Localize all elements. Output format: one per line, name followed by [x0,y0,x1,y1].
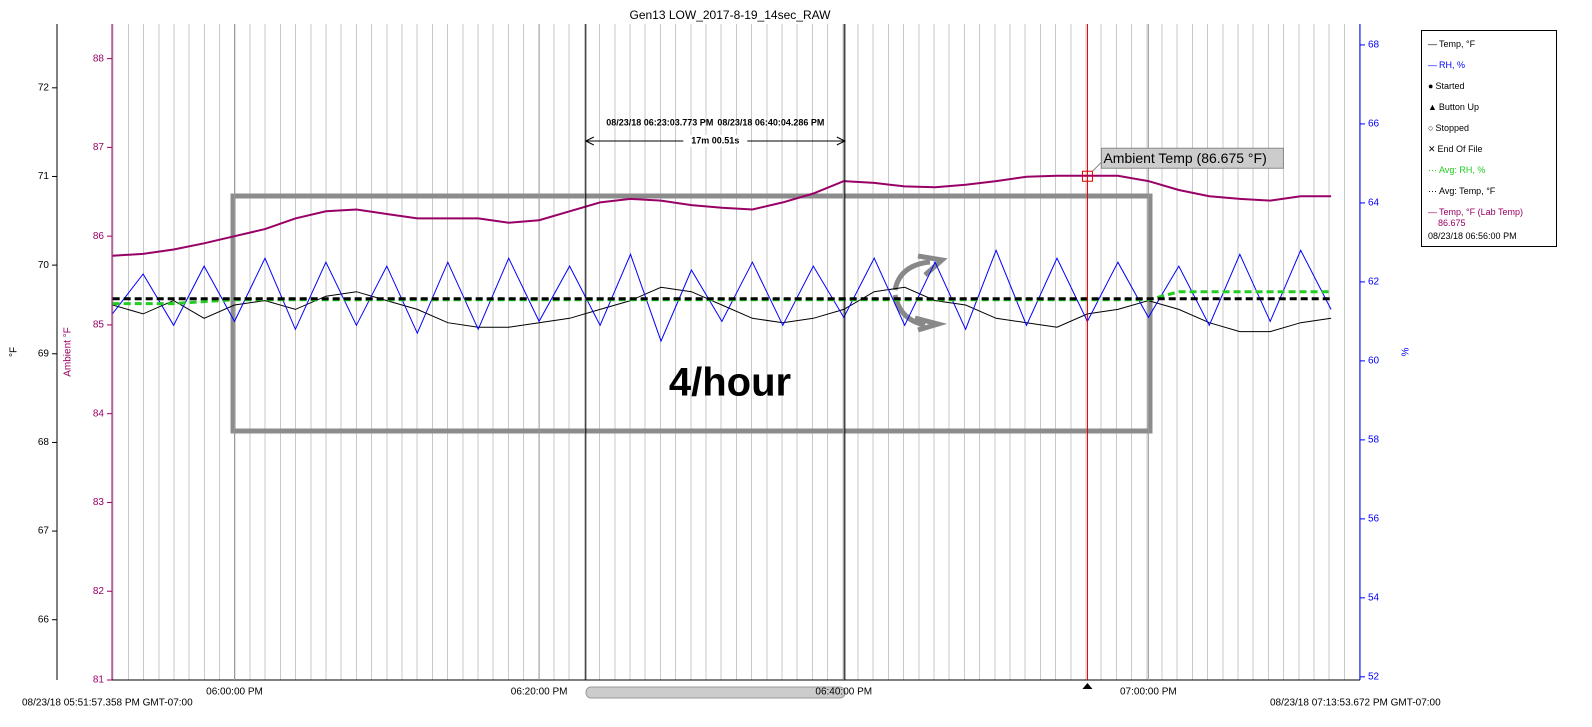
y-tick-label: 60 [1368,356,1380,367]
x-tick-label: 07:00:00 PM [1120,687,1177,698]
series-line [112,174,1332,257]
y-tick-label: 71 [38,171,50,182]
y-tick-label: 70 [38,260,50,271]
y-tick-label: 68 [38,437,50,448]
legend-label: Avg: RH, % [1439,165,1486,175]
y3-axis-title: % [1401,347,1412,356]
cursor-delta: 17m 00.51s [691,135,739,145]
legend-item: ✕ End Of File [1428,144,1556,155]
y-tick-label: 88 [93,53,105,64]
legend-swatch: — [1428,39,1437,49]
legend-item: — RH, % [1428,60,1556,71]
highlight-box [230,193,1153,434]
readout-leader [1092,161,1102,172]
x-range-end: 08/23/18 07:13:53.672 PM GMT-07:00 [1270,698,1441,709]
legend-label: Temp, °F (Lab Temp) [1439,207,1523,217]
y-tick-label: 66 [38,614,50,625]
y2-axis-title: Ambient °F [63,327,74,377]
legend-swatch: ✕ [1428,144,1436,154]
y-axis-title: °F [9,347,20,357]
y-tick-label: 66 [1368,119,1380,130]
y-tick-label: 58 [1368,435,1380,446]
y-tick-label: 81 [93,675,105,686]
legend-label: Button Up [1438,102,1479,112]
scrollbar[interactable] [585,686,846,699]
readout-point [1081,170,1093,182]
legend-item: ⋯ Avg: Temp, °F [1428,186,1556,197]
legend-swatch: ▲ [1428,102,1437,112]
cursor-label: 08/23/18 06:23:03.773 PM [606,117,713,127]
x-tick-label: 06:20:00 PM [511,687,568,698]
legend-swatch: — [1428,60,1437,70]
x-range-start: 08/23/18 05:51:57.358 PM GMT-07:00 [22,698,193,709]
readout-label: Ambient Temp (86.675 °F) [1103,150,1266,166]
legend-label: End Of File [1437,144,1483,154]
y-tick-label: 83 [93,497,105,508]
y-tick-label: 54 [1368,592,1380,603]
legend-item: ● Started [1428,81,1556,92]
y-tick-label: 69 [38,348,50,359]
cycle-arrow [892,253,948,333]
legend-item: ▲ Button Up [1428,102,1556,113]
cursor-label: 08/23/18 06:40:04.286 PM [717,117,824,127]
y-tick-label: 64 [1368,198,1380,209]
y-tick-label: 52 [1368,671,1380,682]
chart-title: Gen13 LOW_2017-8-19_14sec_RAW [630,8,832,22]
y-tick-label: 62 [1368,277,1380,288]
legend-swatch: ⋯ [1428,186,1437,196]
legend-swatch: — [1428,207,1437,217]
y-tick-label: 82 [93,586,105,597]
readout-box [1100,147,1284,169]
legend-item: — Temp, °F (Lab Temp) [1428,207,1556,218]
legend-swatch: ⋯ [1428,165,1437,175]
legend-swatch: ○ [1428,123,1434,133]
y-tick-label: 56 [1368,514,1380,525]
y-tick-label: 68 [1368,40,1380,51]
legend-label: Avg: Temp, °F [1439,186,1496,196]
overlay-text: 4/hour [669,361,791,405]
y-tick-label: 72 [38,82,50,93]
legend-label: Stopped [1435,123,1469,133]
x-tick-label: 06:00:00 PM [206,687,263,698]
x-tick-label: 06:40:00 PM [815,687,872,698]
legend-item: ⋯ Avg: RH, % [1428,165,1556,176]
legend: — Temp, °F — RH, % ● Started ▲ Button Up ○ Stoppe… [1421,30,1557,247]
y-tick-label: 87 [93,142,105,153]
y-tick-label: 85 [93,320,105,331]
readout-flag [1082,683,1093,689]
y-tick-label: 86 [93,231,105,242]
legend-swatch: ● [1428,81,1434,91]
legend-label: Started [1435,81,1465,91]
legend-label: RH, % [1439,60,1466,70]
series-line [112,248,1332,343]
delta-bg [683,135,748,147]
y-tick-label: 67 [38,526,50,537]
legend-item: ○ Stopped [1428,123,1556,134]
legend-item: — Temp, °F [1428,39,1556,50]
legend-time: 08/23/18 06:56:00 PM [1428,231,1517,241]
y-tick-label: 84 [93,408,105,419]
legend-value: 86.675 [1438,218,1466,228]
legend-label: Temp, °F [1439,39,1476,49]
